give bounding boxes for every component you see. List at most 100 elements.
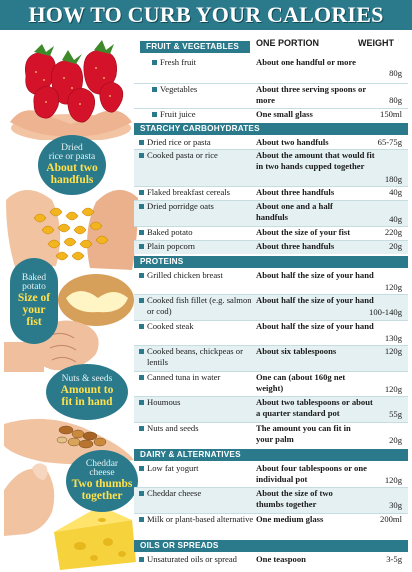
table-row: Vegetables About three serving spoons or… <box>134 84 408 108</box>
row-divider <box>134 186 408 187</box>
row-divider <box>134 294 408 295</box>
bullet-square <box>139 204 144 209</box>
row-weight: 65-75g <box>377 137 402 147</box>
section-header-oils-spreads: OILS OR SPREADS <box>134 540 408 552</box>
row-portion: One can (about 160g net weight) <box>256 372 346 393</box>
bullet-square <box>139 426 144 431</box>
cheese-callout-big-2: together <box>81 489 123 502</box>
row-weight: 150ml <box>380 109 402 119</box>
row-portion: About three handfuls <box>256 187 335 197</box>
nuts-callout-big-1: Amount to <box>60 384 114 397</box>
row-food: Cooked pasta or rice <box>147 150 218 160</box>
rice-callout-big-2: handfuls <box>50 173 94 186</box>
table-row: Plain popcorn About three handfuls 20g <box>134 241 408 254</box>
row-portion: The amount you can fit in your palm <box>256 423 351 444</box>
row-divider <box>134 83 408 84</box>
section-header-proteins: PROTEINS <box>134 256 408 268</box>
row-divider <box>134 240 408 241</box>
bullet-square <box>139 190 144 195</box>
row-food: Unsaturated oils or spread <box>147 554 237 564</box>
bullet-square <box>139 230 144 235</box>
row-portion: About one handful or more <box>256 57 356 67</box>
row-weight: 120g <box>384 475 402 485</box>
row-portion: About three serving spoons or more <box>256 84 366 105</box>
row-food: Flaked breakfast cereals <box>147 187 231 197</box>
bullet-square <box>139 400 144 405</box>
bullet-square <box>139 140 144 145</box>
row-divider <box>134 108 408 109</box>
pasta-in-hands-illustration <box>6 189 138 270</box>
table-row: Flaked breakfast cereals About three han… <box>134 187 408 200</box>
table-row: Cooked steak About half the size of your… <box>134 321 408 345</box>
section-header-dairy-alternatives: DAIRY & ALTERNATIVES <box>134 449 408 461</box>
row-portion: About four tablespoons or one individual… <box>256 463 367 484</box>
row-food: Low fat yogurt <box>147 463 199 473</box>
nuts-callout-bubble: Nuts & seeds Amount to fit in hand <box>46 364 128 420</box>
row-divider <box>134 320 408 321</box>
table-row: Cooked pasta or rice About the amount th… <box>134 150 408 186</box>
row-weight: 120g <box>384 282 402 292</box>
row-weight: 200ml <box>380 514 402 524</box>
row-weight: 80g <box>389 95 402 105</box>
row-food: Vegetables <box>160 84 198 94</box>
table-row: Grilled chicken breast About half the si… <box>134 270 408 294</box>
bullet-square <box>139 349 144 354</box>
table-row: Cooked beans, chickpeas or lentils About… <box>134 346 408 371</box>
row-weight: 120g <box>384 384 402 394</box>
illustration-column: Dried rice or pasta About two handfuls B… <box>0 30 140 572</box>
section-header-starchy-carbohydrates: STARCHY CARBOHYDRATES <box>134 123 408 135</box>
bullet-square <box>139 491 144 496</box>
rice-callout-small-1: Dried <box>61 142 83 153</box>
table-row: Unsaturated oils or spread One teaspoon … <box>134 554 408 567</box>
row-weight: 100-140g <box>369 307 402 317</box>
row-food: Dried porridge oats <box>147 201 214 211</box>
rice-callout-big-1: About two <box>46 161 98 174</box>
potato-callout-big-2: your <box>22 303 46 316</box>
row-food: Grilled chicken breast <box>147 270 223 280</box>
row-divider <box>134 345 408 346</box>
cheese-callout-big-1: Two thumbs <box>71 477 133 490</box>
row-portion: About half the size of your hand <box>256 295 374 305</box>
bullet-square <box>139 466 144 471</box>
bullet-square <box>139 153 144 158</box>
row-portion: About half the size of your hand <box>256 270 374 280</box>
row-weight: 220g <box>384 227 402 237</box>
row-portion: About the amount that would fit in two h… <box>256 150 375 171</box>
potato-callout-bubble: Baked potato Size of your fist <box>10 258 58 344</box>
potato-callout-small-1: Baked <box>21 272 47 283</box>
row-divider <box>134 371 408 372</box>
table-row: Low fat yogurt About four tablespoons or… <box>134 463 408 487</box>
nuts-callout-big-2: fit in hand <box>61 395 113 408</box>
bullet-square <box>152 112 157 117</box>
table-row: Dried porridge oats About one and a half… <box>134 201 408 226</box>
row-weight: 120g <box>384 346 402 356</box>
section-header-fruit-vegetables: FRUIT & VEGETABLES <box>140 41 250 53</box>
bullet-square <box>139 375 144 380</box>
row-divider <box>134 513 408 514</box>
bullet-square <box>139 298 144 303</box>
bullet-square <box>152 60 157 65</box>
cheese-callout-small-2: cheese <box>89 468 115 479</box>
row-food: Baked potato <box>147 227 193 237</box>
row-weight: 20g <box>389 241 402 251</box>
row-food: Cooked fish fillet (e.g. salmon or cod) <box>147 295 252 316</box>
row-portion: About two handfuls <box>256 137 329 147</box>
row-food: Canned tuna in water <box>147 372 221 382</box>
row-food: Plain popcorn <box>147 241 195 251</box>
table-row: Fresh fruit About one handful or more 80… <box>134 57 408 83</box>
row-weight: 80g <box>389 68 402 78</box>
column-header-weight: WEIGHT <box>358 38 394 48</box>
rice-callout-small-2: rice or pasta <box>48 152 96 163</box>
row-divider <box>134 487 408 488</box>
cheese-and-thumbs-illustration <box>4 463 136 570</box>
row-weight: 20g <box>389 435 402 445</box>
column-header-portion: ONE PORTION <box>256 38 320 48</box>
row-portion: One small glass <box>256 109 313 119</box>
row-food: Nuts and seeds <box>147 423 199 433</box>
strawberries-in-hands-illustration <box>10 40 132 140</box>
cheese-callout-bubble: Cheddar cheese Two thumbs together <box>66 450 138 512</box>
table-row: Cooked fish fillet (e.g. salmon or cod) … <box>134 295 408 320</box>
row-divider <box>134 422 408 423</box>
row-weight: 40g <box>389 214 402 224</box>
potato-and-fist-illustration <box>4 274 134 372</box>
